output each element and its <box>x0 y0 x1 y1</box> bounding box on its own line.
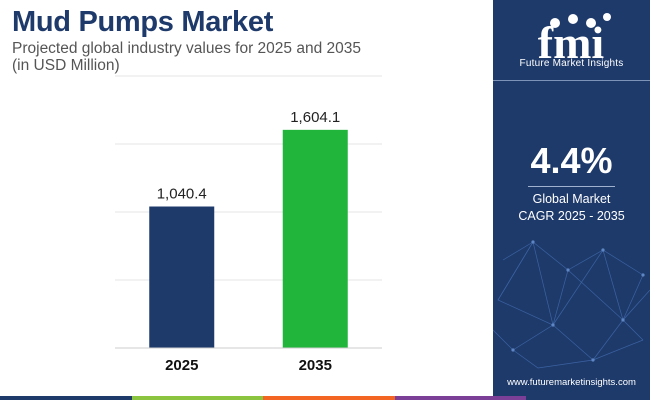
cagr-label-line2: CAGR 2025 - 2035 <box>518 209 625 223</box>
chart-subtitle: Projected global industry values for 202… <box>12 40 452 74</box>
logo-letters: fmi <box>538 17 605 68</box>
bar-value-label: 1,040.4 <box>157 186 207 203</box>
bar-value-label: 1,604.1 <box>290 109 340 126</box>
network-graphic <box>493 240 650 369</box>
bottom-bar-segment <box>131 396 264 400</box>
cagr-value: 4.4% <box>530 140 613 181</box>
x-tick-label: 2035 <box>299 357 332 374</box>
unit-note: (in USD Million) <box>12 57 120 74</box>
fmi-logo: fmi <box>538 13 611 68</box>
sidebar-panel: fmi Future Market Insights 4.4% Global M… <box>493 0 650 400</box>
bottom-bar-segment <box>263 396 395 400</box>
chart-title: Mud Pumps Market <box>12 6 274 38</box>
bottom-color-bar <box>0 396 650 400</box>
bar-2025 <box>149 206 215 348</box>
subtitle-line: Projected global industry values for 202… <box>12 40 361 57</box>
cagr-divider <box>528 186 615 187</box>
website-url[interactable]: www.futuremarketinsights.com <box>507 377 636 388</box>
bottom-bar-segment <box>526 396 650 400</box>
cagr-label-line1: Global Market <box>532 192 611 206</box>
sidebar-divider <box>493 80 650 81</box>
x-tick-label: 2025 <box>165 357 198 374</box>
bar-chart: 1,040.4 2025 1,604.1 2035 <box>115 75 382 374</box>
bottom-bar-segment <box>394 396 527 400</box>
bar-2035 <box>282 129 348 348</box>
cagr-label: Global Market CAGR 2025 - 2035 <box>493 191 650 225</box>
brand-name: Future Market Insights <box>519 58 624 69</box>
bottom-bar-segment <box>0 396 132 400</box>
